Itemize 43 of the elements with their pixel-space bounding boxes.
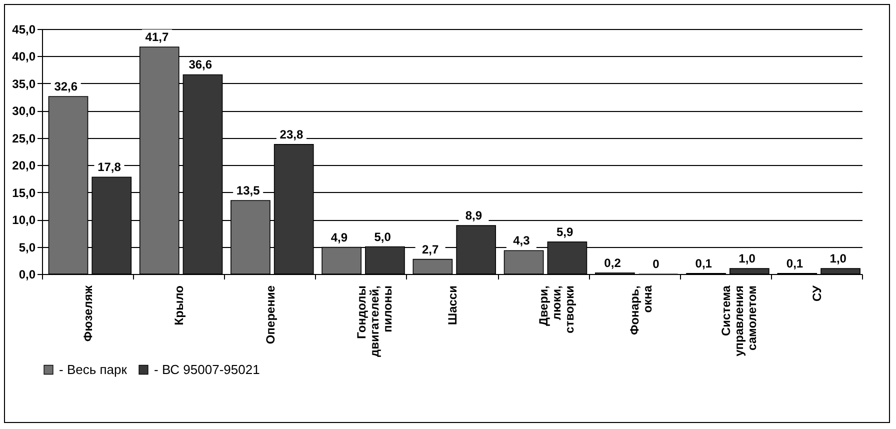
data-label: 41,7 [145,30,169,44]
y-tick-label: 20,0 [12,158,36,173]
bar [504,250,544,274]
y-tick-label: 35,0 [12,76,36,91]
data-label: 0,1 [786,256,804,270]
data-label: 23,8 [280,127,304,142]
legend-label: - Весь парк [59,362,128,377]
y-tick-label: 0,0 [18,268,36,282]
x-tick-label: Гондолы двигателей, пилоны [354,286,394,357]
data-label: 0,1 [695,256,712,270]
data-label: 17,8 [98,160,122,174]
data-label: 36,6 [188,58,212,72]
data-label: 4,3 [513,234,530,248]
data-label: 2,7 [422,242,439,256]
data-label: 1,0 [830,252,847,266]
x-tick-label: СУ [810,284,824,302]
y-tick-label: 15,0 [12,186,36,200]
y-tick-label: 30,0 [12,104,36,118]
x-tick-label: Шасси [446,286,460,325]
x-tick-label: Оперение [263,285,278,344]
data-label: 0,2 [604,256,622,270]
bar [729,268,770,274]
x-tick-label: Фонарь, окна [628,285,655,336]
data-label: 13,5 [236,184,260,198]
y-tick-label: 40,0 [12,50,36,64]
y-tick-label: 10,0 [12,213,36,228]
x-tick-label: Двери, люки, створки [536,286,577,334]
data-label: 0 [652,257,660,271]
y-tick-label: 25,0 [12,131,36,146]
x-tick-label: Система управления самолетом [718,285,759,356]
y-tick-label: 5,0 [18,240,36,254]
legend-label: - ВС 95007-95021 [154,362,260,377]
x-tick-label: Фюзеляж [81,285,96,342]
y-tick-label: 45,0 [12,22,36,36]
data-label: 5,9 [556,224,574,239]
data-label: 5,0 [374,230,392,244]
data-label: 8,9 [465,208,482,223]
x-tick-label: Крыло [172,286,186,326]
bar [820,268,860,274]
data-label: 32,6 [54,80,78,94]
bar [412,258,453,274]
data-label: 1,0 [738,252,756,266]
data-label: 4,9 [330,230,348,244]
